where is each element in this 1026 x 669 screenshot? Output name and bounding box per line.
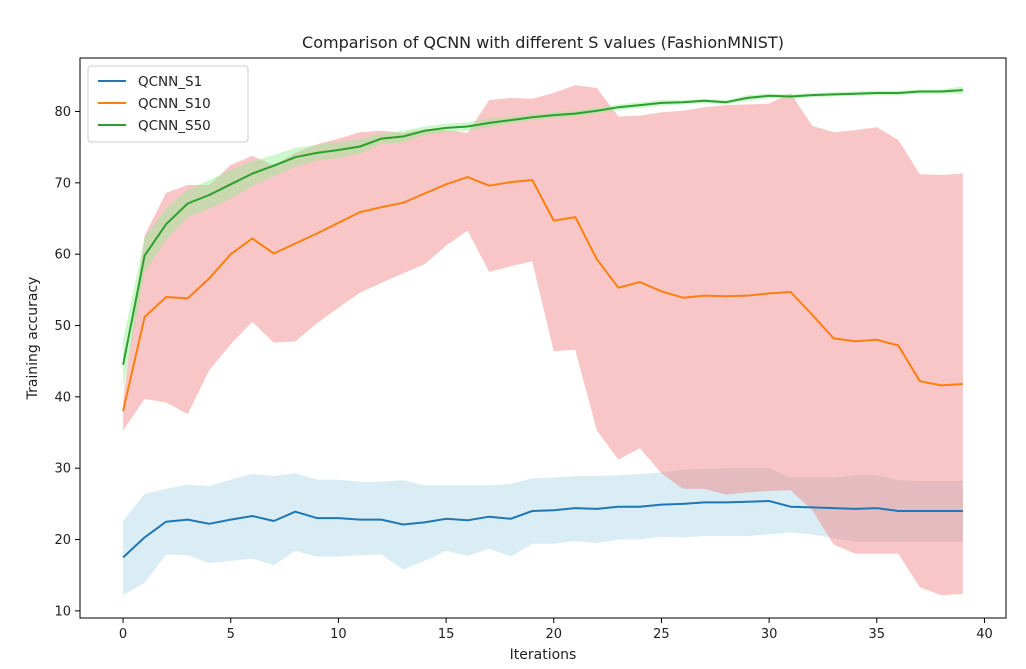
line-qcnn-s10 (122, 176, 963, 412)
x-tick-label: 0 (119, 627, 127, 642)
x-axis: 0 5 10 15 20 25 30 35 40 (119, 618, 993, 642)
y-tick-label: 10 (54, 604, 71, 619)
legend-label: QCNN_S50 (138, 118, 211, 134)
line-qcnn-s50 (122, 89, 963, 365)
y-tick-label: 40 (54, 390, 71, 405)
plot-frame (79, 57, 1007, 619)
x-tick-label: 15 (438, 627, 455, 642)
x-tick-label: 30 (761, 627, 778, 642)
confidence-bands (123, 85, 963, 596)
x-tick-label: 20 (545, 627, 562, 642)
legend-box (87, 65, 249, 143)
legend: QCNN_S1 QCNN_S10 QCNN_S50 (87, 65, 249, 143)
x-tick-label: 35 (869, 627, 886, 642)
band-qcnn-s10 (123, 85, 963, 596)
y-tick-label: 20 (54, 533, 71, 548)
x-tick-label: 40 (976, 627, 993, 642)
x-tick-label: 5 (227, 627, 235, 642)
x-tick-label: 25 (653, 627, 670, 642)
x-tick-label: 10 (330, 627, 347, 642)
legend-label: QCNN_S1 (138, 74, 202, 90)
y-axis: 10 20 30 40 50 60 70 80 (54, 105, 80, 619)
legend-label: QCNN_S10 (138, 96, 211, 112)
y-tick-label: 60 (54, 248, 71, 263)
x-axis-label: Iterations (510, 647, 577, 663)
band-qcnn-s1 (123, 468, 963, 596)
y-axis-label: Training accuracy (25, 277, 41, 401)
chart-title: Comparison of QCNN with different S valu… (302, 33, 784, 52)
series-lines (122, 89, 963, 559)
y-tick-label: 70 (54, 176, 71, 191)
y-tick-label: 30 (54, 462, 71, 477)
line-qcnn-s1 (122, 500, 963, 559)
y-tick-label: 50 (54, 319, 71, 334)
y-tick-label: 80 (54, 105, 71, 120)
